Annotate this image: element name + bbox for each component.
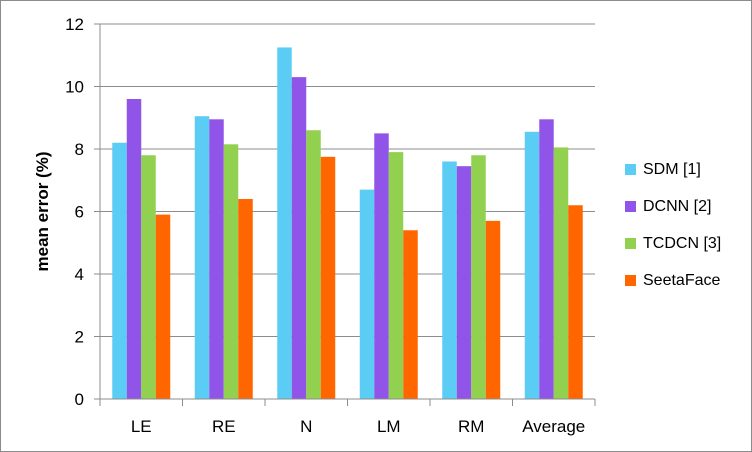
axes [94,23,596,406]
bar-dcnn-2-n [291,77,307,399]
legend: SDM [1] DCNN [2] TCDCN [3] SeetaFace [625,161,721,289]
bar-tcdcn-3-re [223,144,239,399]
y-tick-label: 8 [75,140,84,159]
x-category-label: LM [377,417,401,436]
bar-sdm-1-average [524,131,540,399]
bar-seetaface-re [238,199,253,399]
legend-label: TCDCN [3] [643,235,721,252]
y-axis-label: mean error (%) [33,152,52,272]
bar-tcdcn-3-n [306,130,321,399]
bar-tcdcn-3-le [141,155,156,399]
bar-seetaface-n [320,156,336,399]
bar-sdm-1-n [277,47,292,399]
y-tick-label: 12 [65,15,84,34]
bar-dcnn-2-re [209,119,224,399]
legend-label: DCNN [2] [643,198,711,215]
bars [112,47,583,399]
y-tick-label: 10 [65,78,84,97]
y-tick-label: 6 [75,203,84,222]
gridlines [100,23,595,337]
y-tick-labels: 0 2 4 6 8 10 12 [65,15,84,409]
bar-dcnn-2-le [126,99,142,399]
bar-dcnn-2-average [539,119,554,399]
y-tick-label: 0 [75,390,84,409]
bar-tcdcn-3-rm [471,155,486,399]
bar-dcnn-2-rm [456,166,472,399]
x-category-label: N [300,417,312,436]
legend-label: SDM [1] [643,161,701,178]
bar-tcdcn-3-lm [388,152,404,399]
bar-sdm-1-rm [442,161,457,399]
y-tick-label: 4 [75,265,84,284]
x-category-label: RE [212,417,236,436]
legend-swatch [625,238,636,249]
x-category-label: Average [522,417,585,436]
bar-tcdcn-3-average [553,147,569,399]
bar-seetaface-average [568,205,583,399]
bar-seetaface-rm [485,220,501,399]
bar-sdm-1-lm [359,189,375,399]
legend-swatch [625,275,636,286]
legend-swatch [625,201,636,212]
bar-seetaface-lm [403,230,418,399]
x-category-labels: LE RE N LM RM Average [131,417,585,436]
legend-swatch [625,164,636,175]
bar-seetaface-le [155,214,171,399]
y-tick-label: 2 [75,328,84,347]
x-category-label: RM [458,417,484,436]
bar-sdm-1-re [194,116,210,399]
bar-dcnn-2-lm [374,133,389,399]
legend-label: SeetaFace [643,272,720,289]
x-category-label: LE [131,417,152,436]
bar-sdm-1-le [112,142,127,399]
